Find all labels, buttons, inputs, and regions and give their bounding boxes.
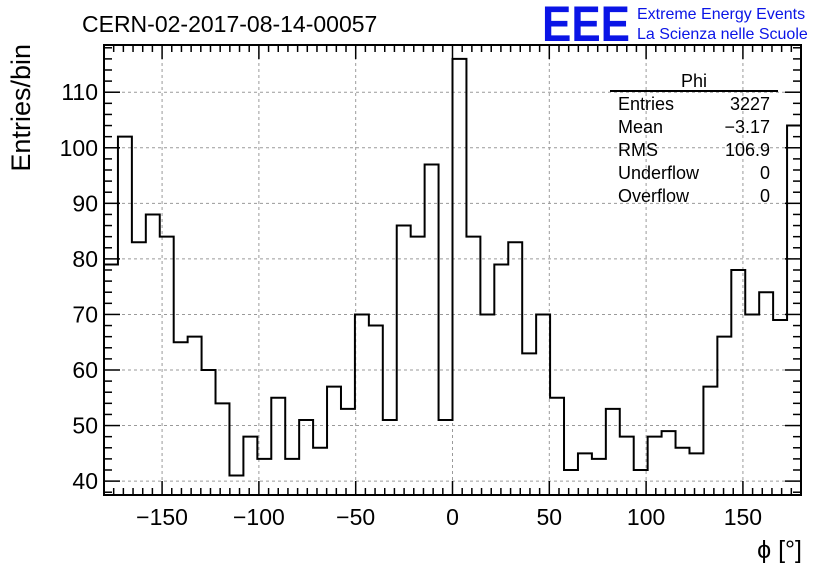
logo-line-2: La Scienza nelle Scuole [637,26,808,43]
stats-label-entries: Entries [618,94,674,114]
stats-label-rms: RMS [618,140,658,160]
y-tick-label: 110 [61,79,98,105]
y-tick-label: 70 [72,301,98,327]
stats-value-overflow: 0 [760,186,770,206]
stats-value-mean: −3.17 [724,117,770,137]
x-tick-label: 0 [446,504,459,530]
x-tick-label: 100 [627,504,665,530]
logo-mark: EEE [542,0,630,52]
y-axis-label: Entries/bin [6,44,36,172]
eee-logo: EEE Extreme Energy Events La Scienza nel… [542,0,808,52]
x-tick-label: −150 [136,504,188,530]
histogram-series [103,57,802,495]
logo-line-1: Extreme Energy Events [637,6,805,23]
chart-title: CERN-02-2017-08-14-00057 [82,11,377,37]
y-tick-label: 50 [72,413,98,439]
stats-label-mean: Mean [618,117,663,137]
x-tick-label: 150 [724,504,762,530]
x-tick-label: −50 [336,504,375,530]
stats-label-overflow: Overflow [618,186,690,206]
y-tick-label: 90 [72,190,98,216]
y-tick-label: 100 [60,135,98,161]
axis-ticks [104,45,801,495]
y-tick-label: 40 [72,468,98,494]
stats-title: Phi [681,71,707,91]
x-tick-label: −100 [233,504,285,530]
stats-value-rms: 106.9 [725,140,770,160]
stats-value-underflow: 0 [760,163,770,183]
x-tick-label: 50 [537,504,563,530]
y-tick-label: 60 [72,357,98,383]
stats-box: Phi Entries 3227 Mean −3.17 RMS 106.9 Underflo… [610,71,778,206]
x-axis-label: ϕ [°] [757,536,802,564]
tick-labels: −150 −100 −50 0 50 100 150 40 50 60 70 80 90 100 110 [60,79,762,530]
stats-value-entries: 3227 [730,94,770,114]
y-tick-label: 80 [72,246,98,272]
stats-label-underflow: Underflow [618,163,700,183]
